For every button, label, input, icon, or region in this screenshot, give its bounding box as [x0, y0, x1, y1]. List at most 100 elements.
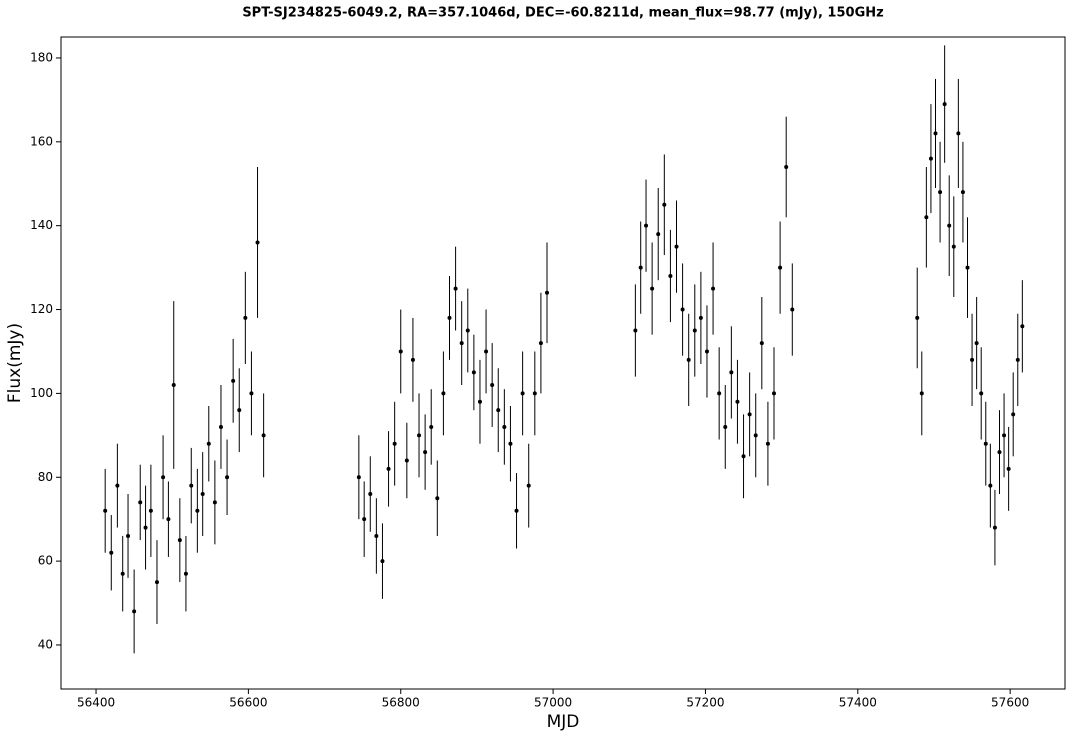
- plot-frame: [60, 36, 1066, 690]
- point: [423, 450, 428, 455]
- point: [484, 349, 489, 354]
- point: [741, 454, 746, 459]
- point: [115, 483, 120, 488]
- point: [919, 391, 924, 396]
- point: [790, 307, 795, 312]
- x-axis-label: MJD: [547, 712, 580, 732]
- point: [417, 433, 422, 438]
- point: [747, 412, 752, 417]
- point: [938, 190, 943, 195]
- point: [717, 391, 722, 396]
- point: [435, 496, 440, 501]
- x-tick-label: 57000: [534, 696, 572, 710]
- point: [633, 328, 638, 333]
- point: [386, 466, 391, 471]
- point: [526, 483, 531, 488]
- point: [692, 328, 697, 333]
- point: [441, 391, 446, 396]
- point: [638, 265, 643, 270]
- point: [368, 492, 373, 497]
- point: [362, 517, 367, 522]
- point: [1020, 324, 1025, 329]
- point: [508, 441, 513, 446]
- point: [404, 458, 409, 463]
- point: [704, 349, 709, 354]
- y-tick-label: 100: [30, 386, 53, 400]
- point: [120, 571, 125, 576]
- point: [189, 483, 194, 488]
- point: [212, 500, 217, 505]
- point: [410, 357, 415, 362]
- point: [225, 475, 230, 480]
- point: [784, 164, 789, 169]
- point: [668, 273, 673, 278]
- point: [992, 525, 997, 530]
- point: [103, 508, 108, 513]
- point: [161, 475, 166, 480]
- point: [644, 223, 649, 228]
- point: [674, 244, 679, 249]
- point: [983, 441, 988, 446]
- point: [398, 349, 403, 354]
- point: [231, 378, 236, 383]
- point: [520, 391, 525, 396]
- point: [772, 391, 777, 396]
- point: [183, 571, 188, 576]
- point: [154, 580, 159, 585]
- point: [680, 307, 685, 312]
- x-tick-label: 56800: [382, 696, 420, 710]
- point: [965, 265, 970, 270]
- point: [942, 102, 947, 107]
- point: [1002, 433, 1007, 438]
- point: [237, 408, 242, 413]
- point: [759, 341, 764, 346]
- point: [947, 223, 952, 228]
- point: [249, 391, 254, 396]
- point: [538, 341, 543, 346]
- point: [662, 202, 667, 207]
- point: [698, 315, 703, 320]
- point: [471, 370, 476, 375]
- point: [765, 441, 770, 446]
- point: [514, 508, 519, 513]
- y-tick-label: 120: [30, 302, 53, 316]
- point: [545, 290, 550, 295]
- point: [735, 399, 740, 404]
- point: [933, 131, 938, 136]
- point: [496, 408, 501, 413]
- point: [979, 391, 984, 396]
- point: [723, 424, 728, 429]
- point: [1015, 357, 1020, 362]
- point: [988, 483, 993, 488]
- y-tick-label: 140: [30, 218, 53, 232]
- point: [960, 190, 965, 195]
- point: [206, 441, 211, 446]
- point: [109, 550, 114, 555]
- point: [459, 341, 464, 346]
- x-tick-label: 57400: [839, 696, 877, 710]
- point: [650, 286, 655, 291]
- point: [255, 240, 260, 245]
- point: [490, 383, 495, 388]
- point: [951, 244, 956, 249]
- y-tick-label: 180: [30, 50, 53, 64]
- point: [195, 508, 200, 513]
- point: [200, 492, 205, 497]
- point: [532, 391, 537, 396]
- point: [656, 232, 661, 237]
- point: [729, 370, 734, 375]
- y-tick-label: 160: [30, 134, 53, 148]
- point: [778, 265, 783, 270]
- point: [126, 533, 131, 538]
- point: [502, 424, 507, 429]
- point: [753, 433, 758, 438]
- point: [974, 341, 979, 346]
- point: [997, 450, 1002, 455]
- point: [380, 559, 385, 564]
- point: [915, 315, 920, 320]
- point: [465, 328, 470, 333]
- point: [447, 315, 452, 320]
- x-tick-label: 57600: [991, 696, 1029, 710]
- point: [711, 286, 716, 291]
